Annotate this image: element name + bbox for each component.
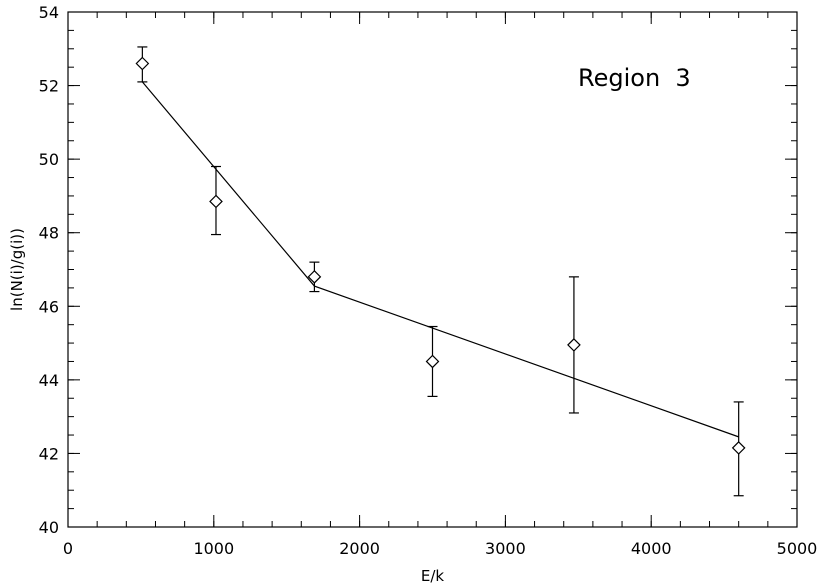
data-point <box>731 441 746 455</box>
y-tick-label: 44 <box>39 371 59 390</box>
y-tick-label: 40 <box>39 518 59 537</box>
y-tick-label: 42 <box>39 444 59 463</box>
data-point <box>567 338 581 352</box>
data-markers <box>135 56 746 455</box>
x-tick-label: 0 <box>63 539 73 558</box>
x-tick-label: 4000 <box>631 539 672 558</box>
data-point <box>135 56 150 71</box>
data-point <box>209 194 223 209</box>
x-tick-label: 1000 <box>193 539 234 558</box>
x-tick-label: 2000 <box>339 539 380 558</box>
y-tick-label: 54 <box>39 3 59 22</box>
x-axis-title: E/k <box>421 567 445 585</box>
data-point <box>307 270 322 284</box>
x-tick-labels: 0 1000 2000 3000 4000 5000 <box>63 539 817 558</box>
y-tick-label: 46 <box>39 297 59 316</box>
y-tick-label: 50 <box>39 150 59 169</box>
region-annotation: Region 3 <box>578 64 691 92</box>
fit-line <box>141 81 739 438</box>
y-tick-label: 48 <box>39 224 59 243</box>
x-tick-label: 3000 <box>485 539 526 558</box>
plot-frame <box>67 11 798 528</box>
y-tick-labels: 40 42 44 46 48 50 52 54 <box>39 3 59 537</box>
y-axis-title: ln(N(i)/g(i)) <box>8 228 26 311</box>
x-tick-label: 5000 <box>777 539 818 558</box>
y-tick-label: 52 <box>39 77 59 96</box>
error-bars <box>137 46 744 497</box>
data-point <box>425 354 440 369</box>
